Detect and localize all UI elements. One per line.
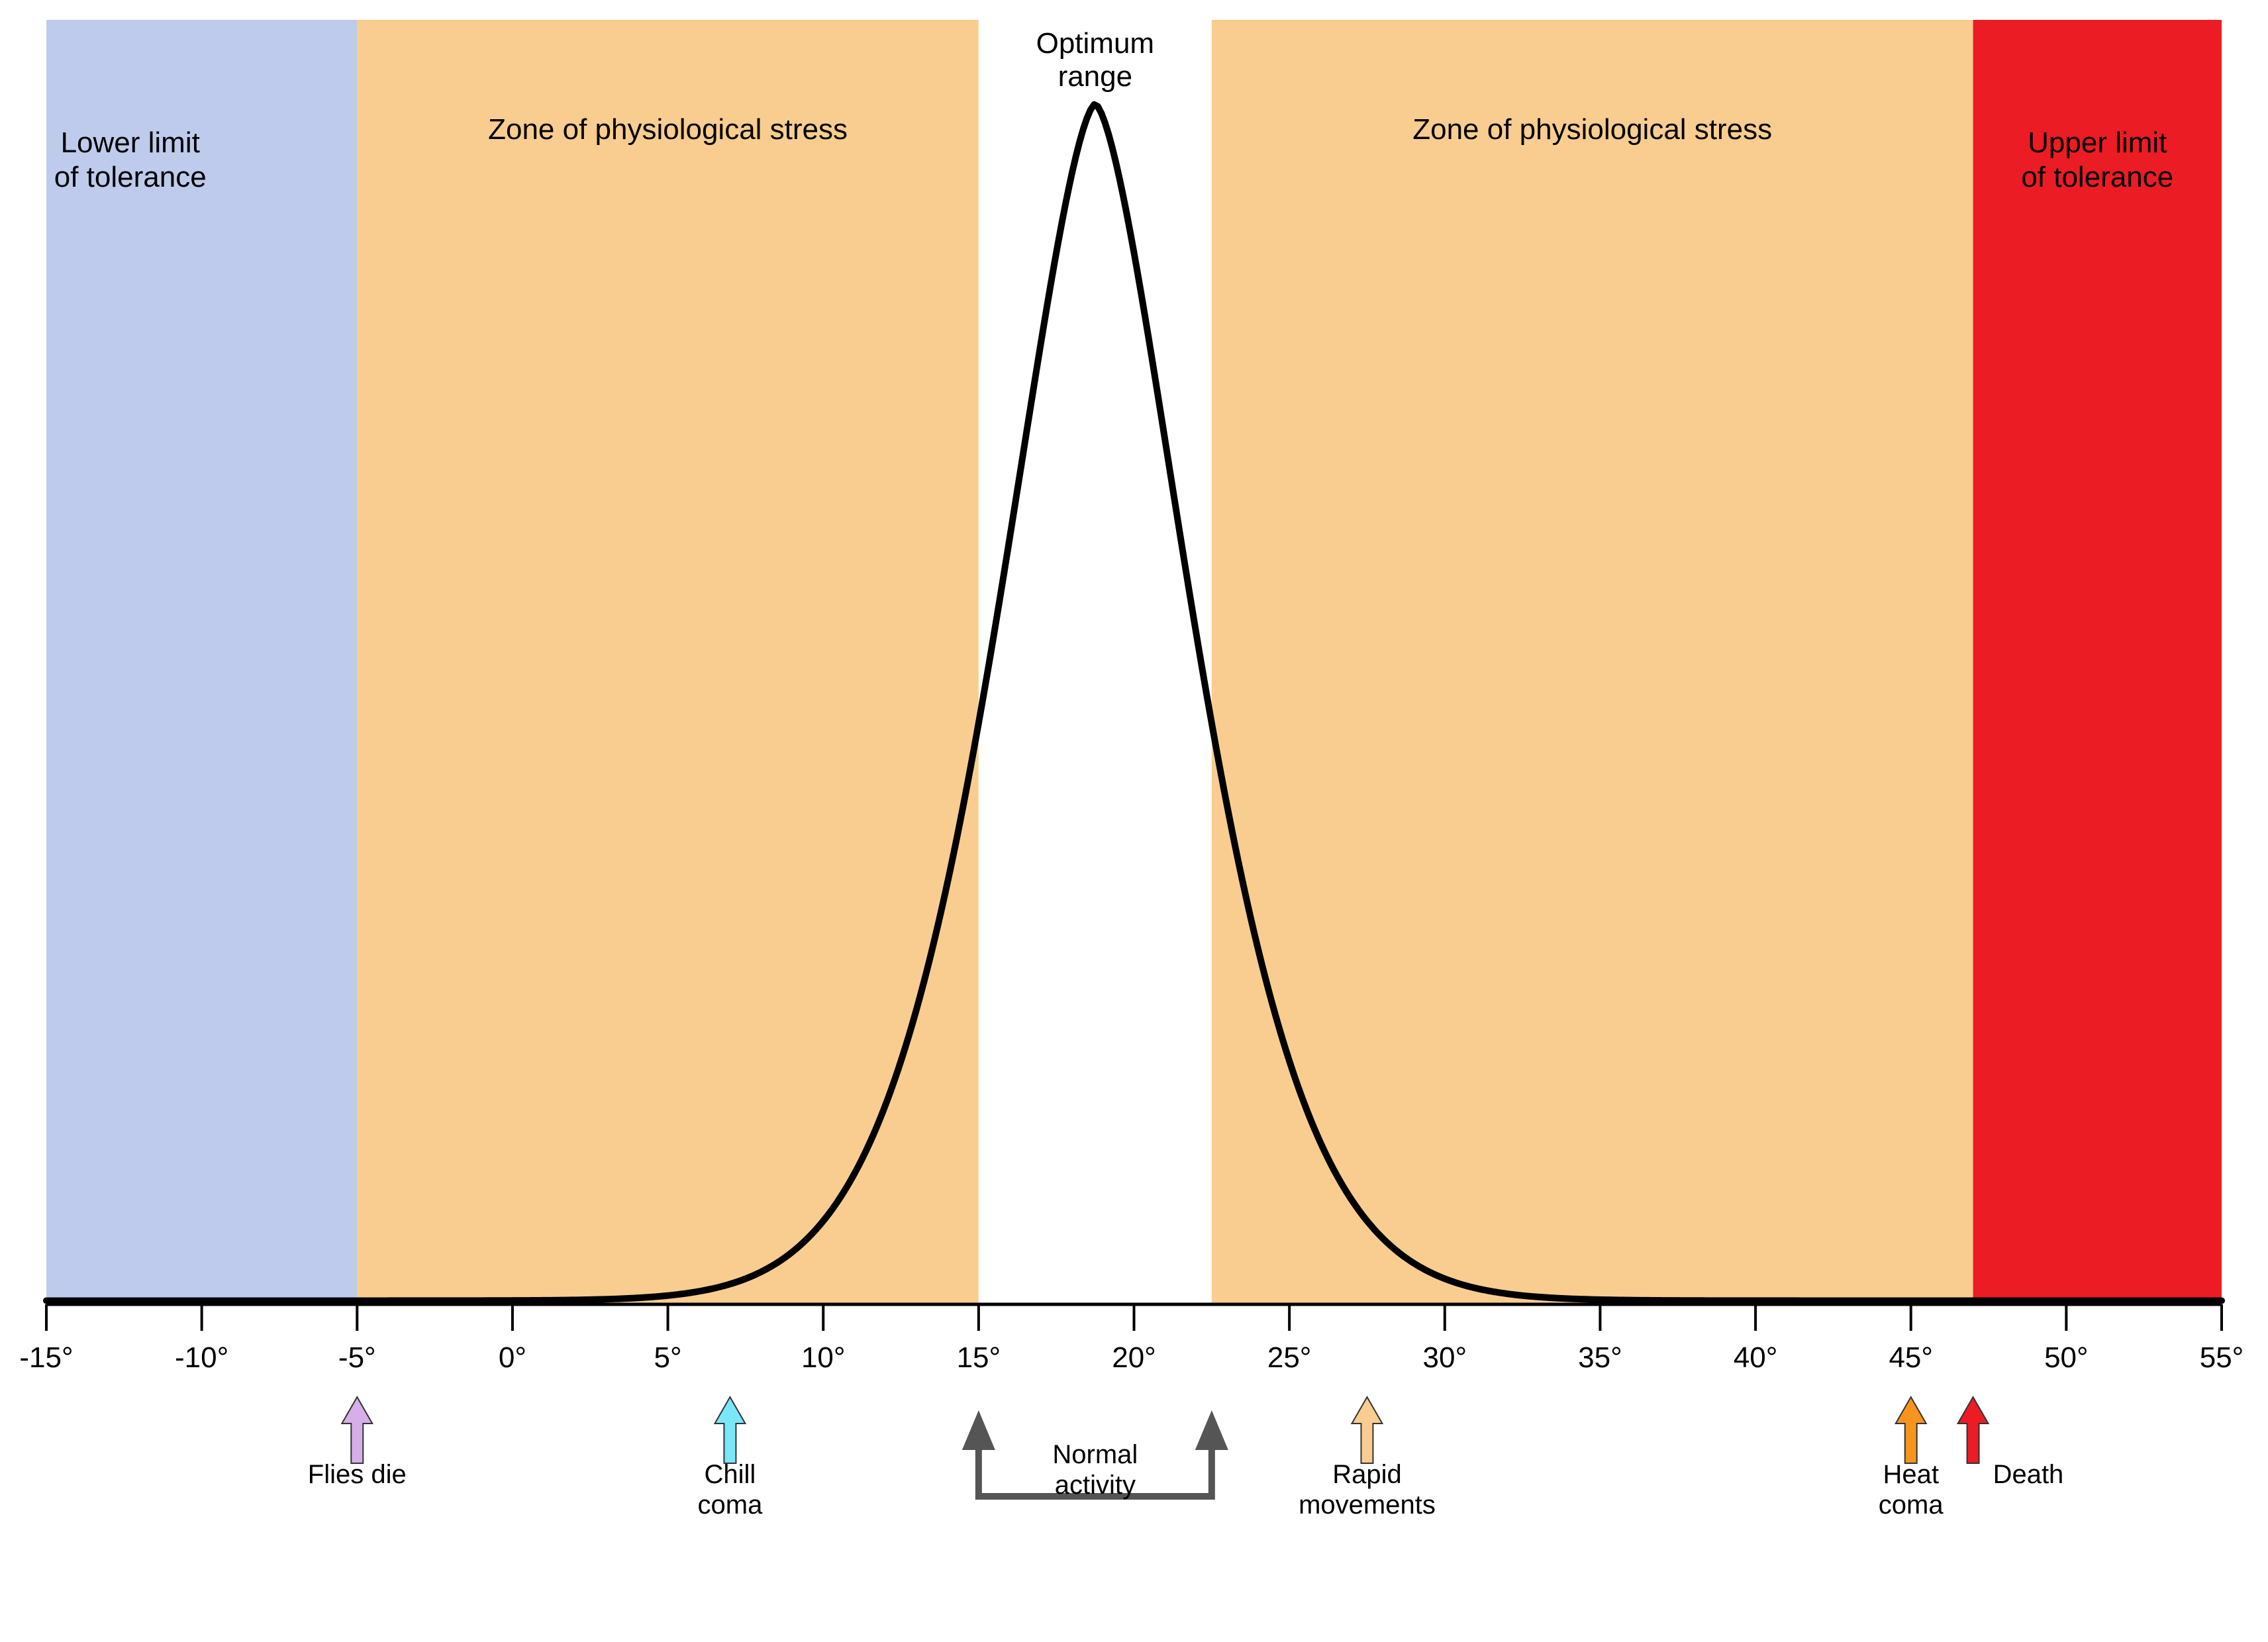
chart-svg: Lower limitof toleranceZone of physiolog… (0, 0, 2268, 1642)
x-tick-label: 15° (957, 1341, 1001, 1374)
zone-label-lower-tolerance-0: Lower limit (61, 126, 200, 159)
tolerance-chart: Lower limitof toleranceZone of physiolog… (0, 0, 2268, 1642)
optimum-label-0: Optimum (1036, 27, 1154, 60)
zone-optimum (979, 20, 1212, 1304)
x-tick-label: 35° (1578, 1341, 1622, 1374)
marker-label-rapid-movements-1: movements (1299, 1490, 1436, 1520)
zone-label-upper-tolerance-1: of tolerance (2021, 161, 2173, 193)
x-tick-label: -5° (338, 1341, 376, 1374)
zone-lower-tolerance (46, 20, 357, 1304)
x-tick-label: 50° (2044, 1341, 2089, 1374)
x-tick-label: 40° (1734, 1341, 1778, 1374)
marker-label-flies-die-0: Flies die (308, 1460, 407, 1489)
x-tick-label: 5° (654, 1341, 682, 1374)
x-tick-label: 30° (1423, 1341, 1467, 1374)
zone-label-upper-tolerance-0: Upper limit (2028, 126, 2167, 159)
marker-label-chill-coma-1: coma (698, 1490, 764, 1520)
x-tick-label: 45° (1889, 1341, 1933, 1374)
zone-label-stress-right-0: Zone of physiological stress (1412, 113, 1772, 146)
x-tick-label: 55° (2200, 1341, 2244, 1374)
x-tick-label: 20° (1112, 1341, 1156, 1374)
normal-activity-label-1: activity (1055, 1471, 1136, 1500)
marker-label-chill-coma-0: Chill (705, 1460, 756, 1489)
x-tick-label: 10° (801, 1341, 846, 1374)
x-tick-label: -15° (19, 1341, 73, 1374)
optimum-label-1: range (1058, 60, 1133, 93)
zone-label-lower-tolerance-1: of tolerance (54, 161, 207, 193)
zone-upper-tolerance (1973, 20, 2222, 1304)
marker-label-heat-coma-1: coma (1879, 1490, 1944, 1520)
marker-label-death-0: Death (1993, 1460, 2064, 1489)
normal-activity-label-0: Normal (1052, 1440, 1138, 1469)
x-tick-label: -10° (175, 1341, 228, 1374)
zone-stress-right (1212, 20, 1973, 1304)
marker-label-heat-coma-0: Heat (1883, 1460, 1939, 1489)
marker-label-rapid-movements-0: Rapid (1332, 1460, 1402, 1489)
x-tick-label: 25° (1267, 1341, 1312, 1374)
zone-label-stress-left-0: Zone of physiological stress (488, 113, 848, 146)
x-tick-label: 0° (499, 1341, 526, 1374)
